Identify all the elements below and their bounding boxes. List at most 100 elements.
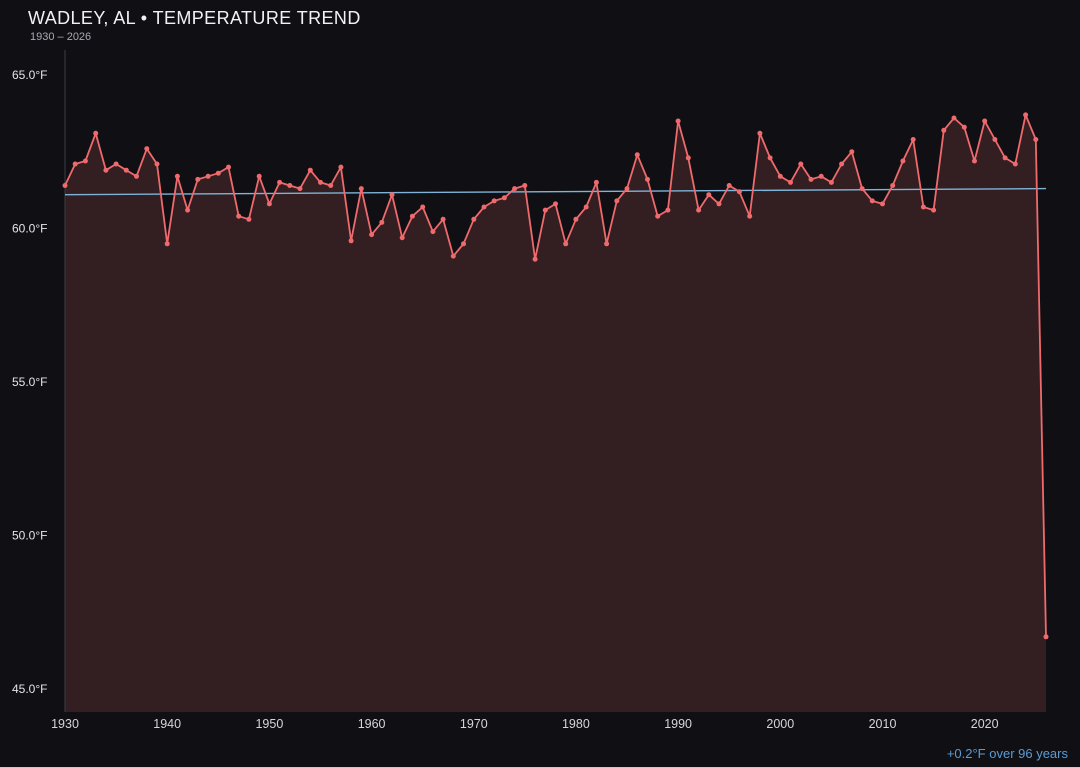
data-point [542,207,548,213]
data-point [430,229,436,235]
data-point [839,161,845,167]
trend-summary-label: +0.2°F over 96 years [946,746,1068,761]
data-point [624,186,630,192]
chart-header: WADLEY, AL • TEMPERATURE TREND 1930 – 20… [28,8,361,43]
data-point [593,179,599,185]
data-point [113,161,119,167]
data-point [1002,155,1008,161]
data-point [318,179,323,185]
x-tick-label: 2010 [869,717,897,731]
data-point [920,204,926,210]
data-point [910,137,916,142]
x-tick-label: 1970 [460,717,488,731]
data-point [481,204,487,210]
data-point [553,201,558,207]
data-point [501,195,507,201]
data-point [205,173,211,179]
data-point [215,170,221,176]
data-point [461,241,466,247]
y-tick-label: 50.0°F [12,529,47,543]
data-point [471,216,477,222]
data-point [369,232,375,238]
data-point [992,137,998,142]
data-point [1043,634,1049,640]
data-point [604,241,610,247]
data-point [972,158,977,164]
x-tick-label: 1930 [51,717,79,731]
data-point [747,213,753,219]
data-point [123,167,129,173]
data-point [420,204,426,210]
data-point [634,152,640,158]
data-point [777,173,783,179]
data-point [859,186,865,192]
data-point [72,161,78,167]
data-point [62,183,68,188]
y-tick-label: 45.0°F [12,682,47,696]
data-point [849,149,855,155]
data-point [103,167,109,173]
trend-line [64,187,1047,196]
data-point [185,207,191,213]
x-tick-label: 1990 [664,717,692,731]
data-point [1033,137,1039,142]
x-tick-label: 2020 [971,717,999,731]
data-point [706,192,712,198]
data-point [951,115,957,121]
data-point [236,213,242,219]
data-point [154,161,160,167]
data-point [675,118,681,124]
data-point [266,201,272,207]
data-point [409,213,415,219]
data-point [358,186,364,192]
data-point [256,173,262,179]
data-point [736,189,742,195]
data-point [696,207,702,213]
data-point [757,130,763,136]
x-tick-label: 1980 [562,717,590,731]
data-point [767,155,773,161]
data-point [450,253,456,259]
data-point [818,173,824,179]
data-point [532,256,538,262]
data-point [645,176,650,182]
data-point [246,216,252,222]
data-point [307,167,313,173]
data-point [573,216,579,222]
data-point [941,127,947,133]
x-tick-label: 1960 [358,717,386,731]
data-point [328,183,334,188]
data-point [890,183,896,188]
data-point [798,161,804,167]
data-point [440,216,446,222]
data-point [522,183,528,188]
data-point [348,238,354,244]
data-point [379,219,385,225]
data-point [226,164,231,170]
data-point [614,198,620,204]
x-tick-label: 2000 [766,717,794,731]
data-point [512,186,518,192]
data-point [144,146,150,152]
data-point [961,124,967,130]
data-point [665,207,671,213]
data-point [563,241,569,247]
data-point [82,158,88,164]
data-point [583,204,589,210]
data-point [1023,112,1029,118]
x-tick-label: 1940 [153,717,181,731]
data-point [297,186,303,192]
data-point [93,130,99,136]
temperature-area-fill [65,114,1046,712]
y-tick-label: 55.0°F [12,375,47,389]
data-point [726,183,732,188]
y-tick-label: 60.0°F [12,222,47,236]
data-point [134,173,139,179]
data-point [1012,161,1018,167]
data-point [491,198,497,204]
data-point [808,176,814,182]
x-tick-label: 1950 [255,717,283,731]
data-point [277,179,283,185]
